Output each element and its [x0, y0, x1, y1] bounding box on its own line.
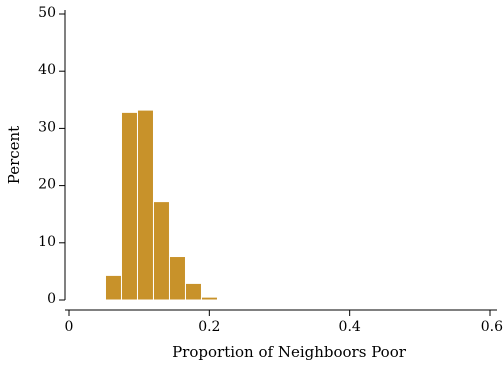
bars-group [104, 109, 218, 301]
x-tick-label-0.2: 0.2 [198, 319, 220, 335]
y-tick-label-30: 30 [38, 119, 56, 135]
y-ticks-group: 0 10 20 30 40 50 [38, 5, 65, 307]
histogram-bar-2 [120, 111, 138, 301]
y-axis-title: Percent [5, 126, 23, 184]
x-tick-label-0.4: 0.4 [339, 319, 361, 335]
histogram-bar-6 [184, 282, 202, 301]
x-tick-label-0.6: 0.6 [481, 319, 503, 335]
x-ticks-group: 0 0.2 0.4 0.6 [65, 310, 503, 335]
x-axis-title: Proportion of Neighboors Poor [172, 343, 407, 361]
x-tick-label-0: 0 [65, 319, 74, 335]
y-tick-label-40: 40 [38, 62, 56, 78]
histogram-bar-5 [168, 256, 186, 301]
histogram-bar-4 [152, 201, 170, 301]
y-tick-label-10: 10 [38, 234, 56, 250]
y-tick-label-0: 0 [47, 291, 56, 307]
histogram-bar-3 [136, 109, 154, 301]
y-tick-label-20: 20 [38, 177, 56, 193]
histogram-bar-7 [200, 296, 218, 301]
histogram-bar-1 [104, 274, 122, 301]
y-tick-label-50: 50 [38, 5, 56, 21]
